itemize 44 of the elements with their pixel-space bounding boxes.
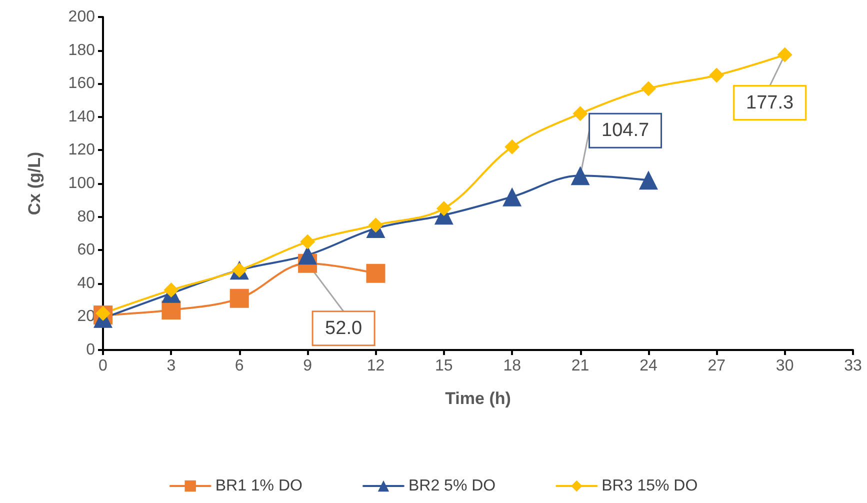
- point: [709, 68, 724, 83]
- y-tick-label: 120: [68, 142, 96, 159]
- point: [230, 288, 249, 308]
- point: [366, 264, 386, 283]
- x-tick-label: 12: [366, 358, 385, 374]
- point: [777, 47, 792, 62]
- x-tick-label: 21: [571, 358, 590, 374]
- x-tick-label: 3: [166, 358, 176, 374]
- point: [638, 170, 658, 190]
- x-tick-label: 0: [98, 358, 108, 374]
- point: [502, 187, 522, 206]
- point: [640, 81, 656, 96]
- point: [368, 218, 384, 233]
- point: [570, 166, 590, 186]
- annotation: 177.3: [746, 92, 794, 114]
- point: [572, 106, 588, 122]
- legend-label: BR3 15% DO: [602, 478, 698, 494]
- x-tick-label: 30: [776, 358, 794, 374]
- x-tick-label: 6: [234, 358, 244, 374]
- y-tick-label: 160: [68, 75, 96, 92]
- y-tick-label: 60: [77, 242, 96, 259]
- annotation: 104.7: [602, 120, 650, 142]
- legend-label: BR1 1% DO: [215, 478, 302, 494]
- x-tick-label: 27: [708, 358, 726, 374]
- point: [300, 234, 316, 250]
- y-tick-label: 100: [68, 175, 96, 192]
- point: [504, 139, 520, 154]
- point: [436, 200, 452, 216]
- y-tick-label: 0: [86, 342, 96, 358]
- x-axis-title: Time (h): [445, 389, 511, 408]
- x-tick-label: 24: [640, 358, 658, 374]
- y-tick-label: 180: [68, 42, 96, 59]
- x-tick-label: 15: [435, 358, 453, 374]
- y-tick-label: 40: [77, 274, 96, 292]
- legend-label: BR2 5% DO: [408, 478, 496, 494]
- x-tick-label: 33: [844, 358, 862, 374]
- point: [164, 282, 179, 298]
- y-tick-label: 200: [68, 8, 96, 26]
- y-tick-label: 80: [77, 208, 96, 226]
- annotation: 52.0: [325, 318, 362, 339]
- x-tick-label: 9: [303, 358, 312, 374]
- y-tick-label: 140: [68, 108, 96, 126]
- y-axis-title: Cx (g/L): [25, 152, 44, 216]
- x-tick-label: 18: [503, 358, 522, 374]
